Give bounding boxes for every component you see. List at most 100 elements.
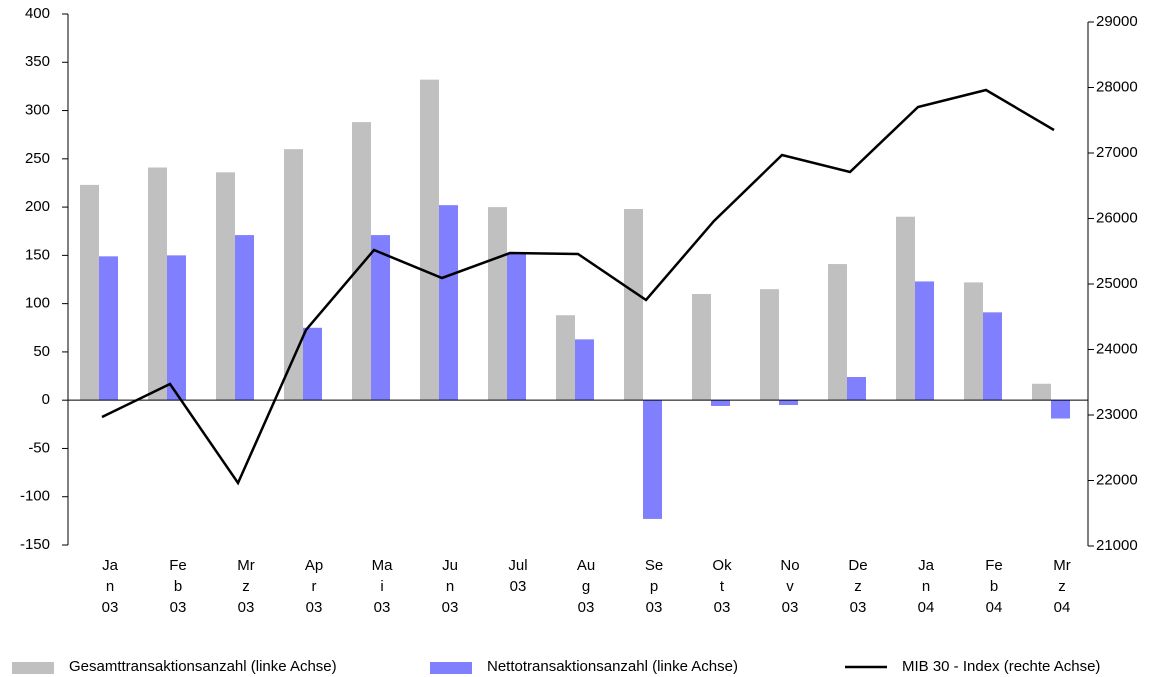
x-tick-label: 03 [850, 599, 867, 616]
bar [964, 282, 983, 401]
bar [167, 255, 186, 401]
bar [624, 209, 643, 401]
y2-tick-label: 27000 [1096, 144, 1138, 161]
x-tick-label: 03 [714, 599, 731, 616]
x-tick-label: Fe [985, 557, 1003, 574]
x-tick-label: 03 [102, 599, 119, 616]
y-tick-label: 150 [25, 246, 50, 263]
x-tick-label: Se [645, 557, 663, 574]
bar [216, 172, 235, 401]
x-tick-label: Mr [237, 557, 255, 574]
bar [235, 235, 254, 401]
bar [99, 256, 118, 401]
bar [692, 293, 711, 401]
x-tick-label: p [650, 578, 658, 595]
y2-tick-label: 21000 [1096, 537, 1138, 554]
x-tick-label: No [780, 557, 799, 574]
legend-label: Nettotransaktionsanzahl (linke Achse) [487, 658, 738, 675]
bar [915, 281, 934, 401]
x-tick-label: 03 [306, 599, 323, 616]
x-tick-label: 03 [238, 599, 255, 616]
y2-tick-label: 24000 [1096, 340, 1138, 357]
x-tick-label: Jul [508, 557, 527, 574]
bar [80, 184, 99, 401]
y-tick-label: 250 [25, 150, 50, 167]
bar [1051, 400, 1070, 419]
x-tick-label: g [582, 578, 590, 595]
x-tick-label: b [174, 578, 182, 595]
bar [303, 327, 322, 401]
y-tick-label: 0 [42, 391, 50, 408]
bar [711, 400, 730, 406]
x-tick-label: Mr [1053, 557, 1071, 574]
bar [371, 235, 390, 401]
x-tick-label: 03 [374, 599, 391, 616]
bar [779, 400, 798, 406]
x-tick-label: v [786, 578, 794, 595]
y-tick-label: 350 [25, 53, 50, 70]
x-tick-label: i [380, 578, 383, 595]
bar [896, 216, 915, 401]
x-tick-label: 04 [918, 599, 935, 616]
legend-swatch [430, 662, 472, 674]
x-tick-label: 03 [510, 578, 527, 595]
x-tick-label: Ja [918, 557, 935, 574]
y-tick-label: 50 [33, 343, 50, 360]
x-tick-label: Fe [169, 557, 187, 574]
x-tick-label: 03 [170, 599, 187, 616]
bar [828, 264, 847, 401]
y2-tick-label: 28000 [1096, 78, 1138, 95]
x-tick-label: z [1058, 578, 1066, 595]
y-tick-label: 300 [25, 102, 50, 119]
bar [983, 312, 1002, 401]
x-tick-label: Ma [372, 557, 393, 574]
x-tick-label: 04 [1054, 599, 1071, 616]
x-tick-label: b [990, 578, 998, 595]
bar [352, 122, 371, 401]
bar [847, 377, 866, 401]
legend-swatch [12, 662, 54, 674]
bar [439, 205, 458, 401]
y-tick-label: 200 [25, 198, 50, 215]
y2-tick-label: 26000 [1096, 209, 1138, 226]
x-tick-label: Ok [712, 557, 732, 574]
x-tick-label: De [848, 557, 867, 574]
y2-tick-label: 25000 [1096, 275, 1138, 292]
y-tick-label: -50 [28, 439, 50, 456]
x-tick-label: Au [577, 557, 595, 574]
x-tick-label: n [446, 578, 454, 595]
x-tick-label: n [106, 578, 114, 595]
bar [643, 400, 662, 519]
x-tick-label: Ap [305, 557, 323, 574]
y-tick-label: -100 [20, 488, 50, 505]
x-tick-label: 03 [442, 599, 459, 616]
x-tick-label: Ju [442, 557, 458, 574]
bar [760, 289, 779, 401]
bar [488, 207, 507, 401]
x-tick-label: 03 [782, 599, 799, 616]
x-tick-label: z [242, 578, 250, 595]
line [101, 88, 1055, 486]
x-tick-label: r [312, 578, 317, 595]
bar [507, 253, 526, 401]
bar [1032, 383, 1051, 401]
x-tick-label: t [720, 578, 725, 595]
x-tick-label: Ja [102, 557, 119, 574]
x-tick-label: 03 [578, 599, 595, 616]
bar [284, 149, 303, 401]
legend-label: MIB 30 - Index (rechte Achse) [902, 658, 1100, 675]
y2-tick-label: 22000 [1096, 471, 1138, 488]
y-tick-label: 400 [25, 5, 50, 22]
y-tick-label: 100 [25, 295, 50, 312]
bar [575, 339, 594, 401]
x-tick-label: 03 [646, 599, 663, 616]
bar [420, 79, 439, 401]
x-tick-label: n [922, 578, 930, 595]
legend-label: Gesamttransaktionsanzahl (linke Achse) [69, 658, 337, 675]
x-tick-label: 04 [986, 599, 1003, 616]
bar [556, 315, 575, 401]
y2-tick-label: 23000 [1096, 406, 1138, 423]
y2-tick-label: 29000 [1096, 13, 1138, 30]
bar [148, 167, 167, 401]
